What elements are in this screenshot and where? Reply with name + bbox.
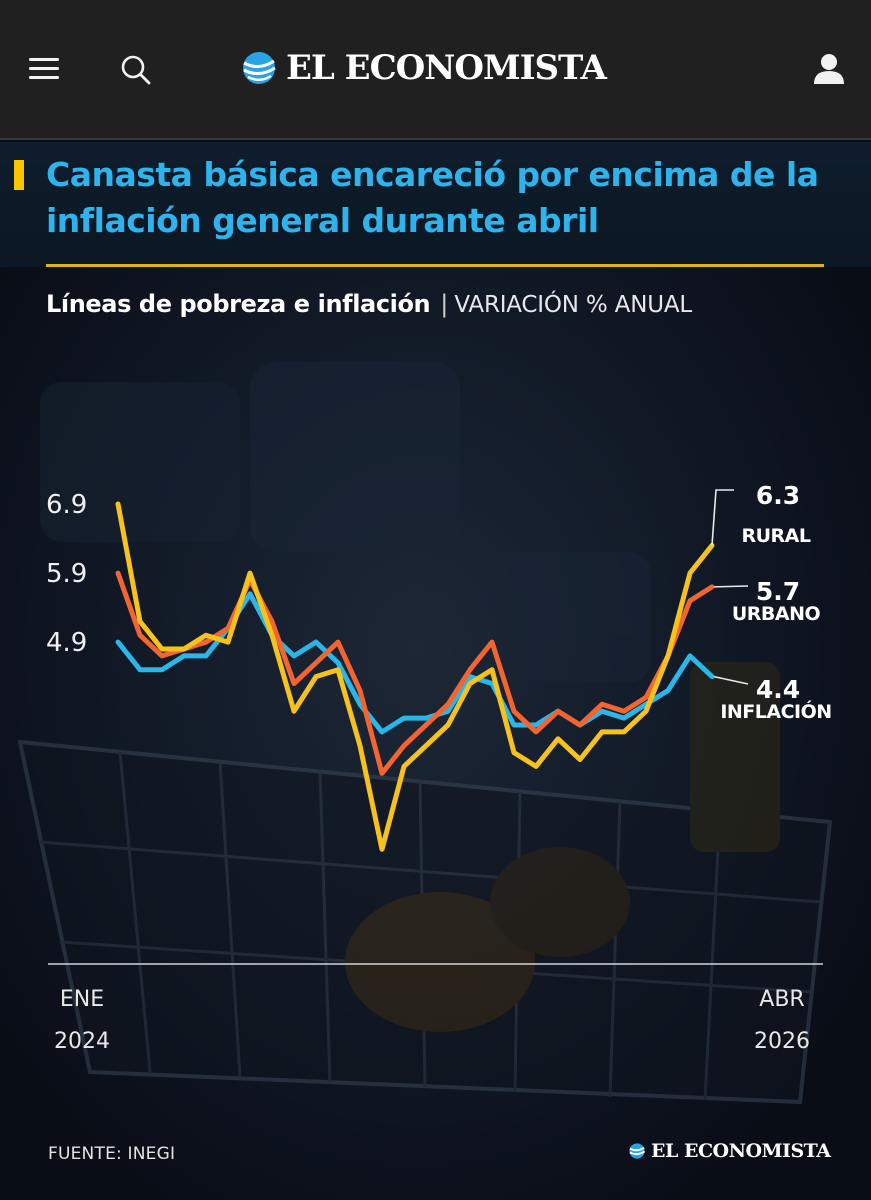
x-axis-label-end-year: 2026 (754, 1029, 810, 1054)
series-name-urbano: URBANO (732, 603, 821, 625)
x-axis-labels: ENE 2024 ABR 2026 (54, 987, 810, 1054)
top-navigation-bar: EL ECONOMISTA (0, 0, 871, 140)
cart-backdrop (17, 362, 833, 1105)
x-axis-label-start-month: ENE (60, 987, 104, 1012)
brand-name: EL ECONOMISTA (286, 48, 607, 88)
title-accent-mark (14, 160, 24, 190)
leader-line-urbano (713, 585, 749, 588)
leader-line-rural (711, 489, 734, 546)
line-chart: 6.95.94.9 6.3RURAL5.7URBANO4.4INFLACIÓN … (17, 362, 833, 1105)
y-tick-label: 5.9 (46, 559, 87, 589)
footer-brand-name: EL ECONOMISTA (651, 1140, 831, 1162)
x-axis-label-start-year: 2024 (54, 1029, 110, 1054)
chart-title: Líneas de pobreza e inflación (46, 290, 431, 318)
series-line-urbano (115, 570, 715, 776)
chart-subtitle: Líneas de pobreza e inflación | VARIACIÓN … (46, 290, 692, 318)
y-axis-ticks: 6.9 5.9 4.9 (46, 490, 87, 658)
globe-logo-icon (243, 52, 276, 84)
series-name-rural: RURAL (741, 525, 810, 547)
brand-logo[interactable]: EL ECONOMISTA (240, 46, 607, 90)
search-icon[interactable] (118, 52, 154, 88)
user-icon[interactable] (810, 50, 848, 88)
series-line-inflacion (115, 591, 715, 735)
x-axis-label-end-month: ABR (759, 987, 804, 1012)
end-value-rural: 6.3 (756, 481, 800, 510)
footer-brand: EL ECONOMISTA (628, 1140, 831, 1162)
y-tick-label: 4.9 (46, 628, 87, 658)
menu-icon[interactable] (26, 54, 62, 84)
series-line-rural (115, 501, 715, 852)
series-lines (115, 501, 715, 852)
title-band (0, 142, 871, 267)
infographic: Canasta básica encareció por encima de l… (0, 142, 871, 1200)
leader-line-inflacion (713, 675, 749, 685)
end-value-urbano: 5.7 (756, 577, 800, 606)
title-divider (46, 264, 824, 267)
subtitle-separator: | (440, 290, 449, 318)
infographic-title: Canasta básica encareció por encima de l… (46, 155, 819, 240)
source-note: FUENTE: INEGI (48, 1144, 176, 1164)
end-value-inflacion: 4.4 (756, 675, 800, 704)
series-name-inflacion: INFLACIÓN (720, 699, 831, 723)
y-tick-label: 6.9 (46, 490, 87, 520)
chart-unit-label: VARIACIÓN % ANUAL (454, 292, 692, 318)
globe-logo-icon (629, 1143, 646, 1159)
